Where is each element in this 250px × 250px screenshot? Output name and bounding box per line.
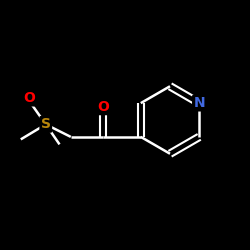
Text: N: N	[194, 96, 205, 110]
Text: O: O	[97, 100, 109, 114]
Text: S: S	[41, 118, 51, 131]
Text: O: O	[24, 91, 36, 105]
